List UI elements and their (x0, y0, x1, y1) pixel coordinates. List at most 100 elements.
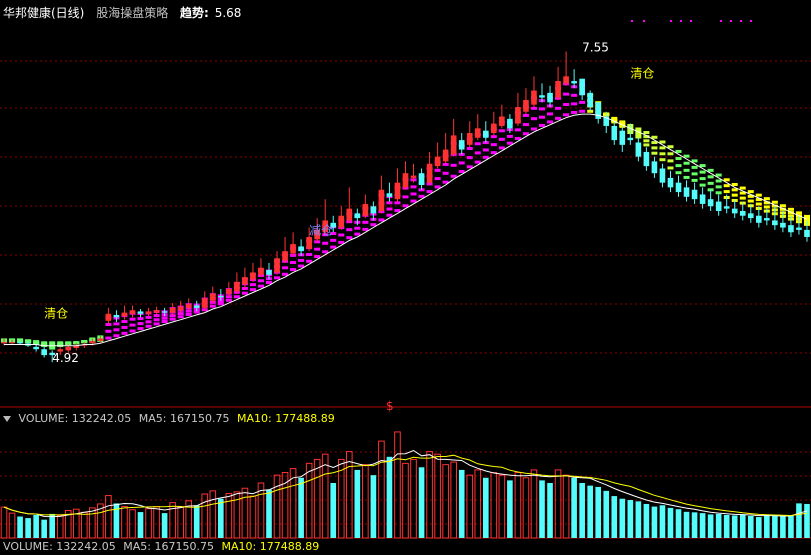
volume-bar (354, 469, 361, 538)
band-step (699, 170, 706, 174)
candle-body (137, 311, 144, 314)
candle-body (169, 307, 176, 313)
band-step (514, 128, 521, 132)
candle-body (603, 116, 610, 126)
signal-dot (690, 20, 692, 22)
volume-bar (218, 498, 224, 538)
price-grid (0, 60, 811, 539)
price-extreme-label: 7.55 (582, 41, 609, 55)
candle-body (338, 215, 345, 228)
volume-bar (321, 453, 329, 539)
volume-bar (137, 512, 144, 538)
band-step (779, 207, 786, 211)
volume-bar (394, 431, 401, 539)
volume-bar (788, 515, 794, 538)
band-step (571, 110, 578, 114)
volume-bar (490, 472, 498, 539)
volume-bar (514, 472, 522, 539)
band-step (579, 109, 586, 113)
volume-bar (266, 489, 272, 538)
volume-bar (305, 462, 313, 539)
candle-body (707, 199, 714, 207)
band-step (458, 161, 465, 165)
band-step (185, 312, 192, 316)
band-step (474, 142, 481, 146)
band-step (346, 236, 353, 240)
band-step (161, 316, 168, 320)
band-step (755, 193, 762, 197)
candle-body (579, 78, 585, 96)
band-step (795, 211, 802, 215)
band-step (482, 155, 489, 159)
band-step (298, 258, 305, 262)
volume-bar (49, 513, 56, 538)
band-step (803, 214, 810, 218)
ma10-value: 177488.89 (275, 412, 335, 425)
band-step (715, 179, 722, 183)
volume-bar (667, 507, 674, 538)
band-step (394, 209, 401, 212)
band-step (434, 177, 441, 181)
band-step (49, 346, 56, 350)
volume-bar (81, 511, 88, 539)
band-step (747, 194, 754, 198)
band-step (330, 238, 337, 242)
band-step (354, 226, 361, 230)
volume-bar (780, 516, 786, 538)
band-step (563, 102, 570, 106)
volume-bar (554, 469, 562, 539)
band-step (49, 343, 56, 347)
band-step (458, 170, 465, 174)
band-step (169, 317, 176, 321)
band-step (643, 139, 650, 143)
candle-body (57, 349, 64, 352)
band-step (153, 318, 160, 322)
band-step (442, 180, 449, 184)
band-step (33, 341, 40, 345)
volume-bar (129, 509, 136, 539)
band-step (755, 198, 762, 202)
volume-bar (378, 440, 385, 539)
candle-body (322, 220, 329, 233)
volume-bar (89, 507, 96, 539)
candle-body (394, 182, 401, 200)
band-step (426, 190, 433, 194)
volume-bar (571, 477, 577, 538)
band-step (290, 268, 297, 272)
candle-body (105, 313, 112, 321)
band-step (217, 302, 224, 306)
band-step (739, 186, 746, 190)
band-step (530, 127, 537, 131)
band-step (354, 232, 361, 236)
candle-body (201, 298, 208, 308)
band-step (410, 192, 417, 196)
ma5-value: 167150.75 (170, 412, 230, 425)
band-step (129, 329, 136, 333)
band-step (675, 164, 682, 168)
candle-body (266, 270, 272, 275)
volume-bar (498, 474, 506, 539)
band-step (651, 141, 658, 145)
band-step (651, 146, 658, 150)
candle-body (675, 182, 682, 193)
band-step (442, 171, 449, 175)
volume-bar (72, 508, 80, 539)
band-step (386, 207, 393, 211)
ma-line (4, 113, 808, 347)
volume-bar (691, 512, 698, 538)
candle-body (49, 352, 56, 356)
volume-bar (723, 514, 730, 538)
candle-body (611, 125, 618, 141)
volume-bars (0, 431, 810, 539)
signal-label: 清仓 (44, 306, 68, 320)
volume-bar (796, 503, 802, 538)
volume-bar (562, 474, 570, 539)
band-step (209, 304, 216, 308)
volume-bar (731, 515, 738, 538)
candle-body (226, 288, 232, 294)
band-step (450, 174, 457, 178)
ma5-label: MA5: (138, 412, 167, 425)
candle-body (153, 310, 160, 313)
volume-bar (547, 483, 553, 538)
band-step (747, 199, 754, 203)
